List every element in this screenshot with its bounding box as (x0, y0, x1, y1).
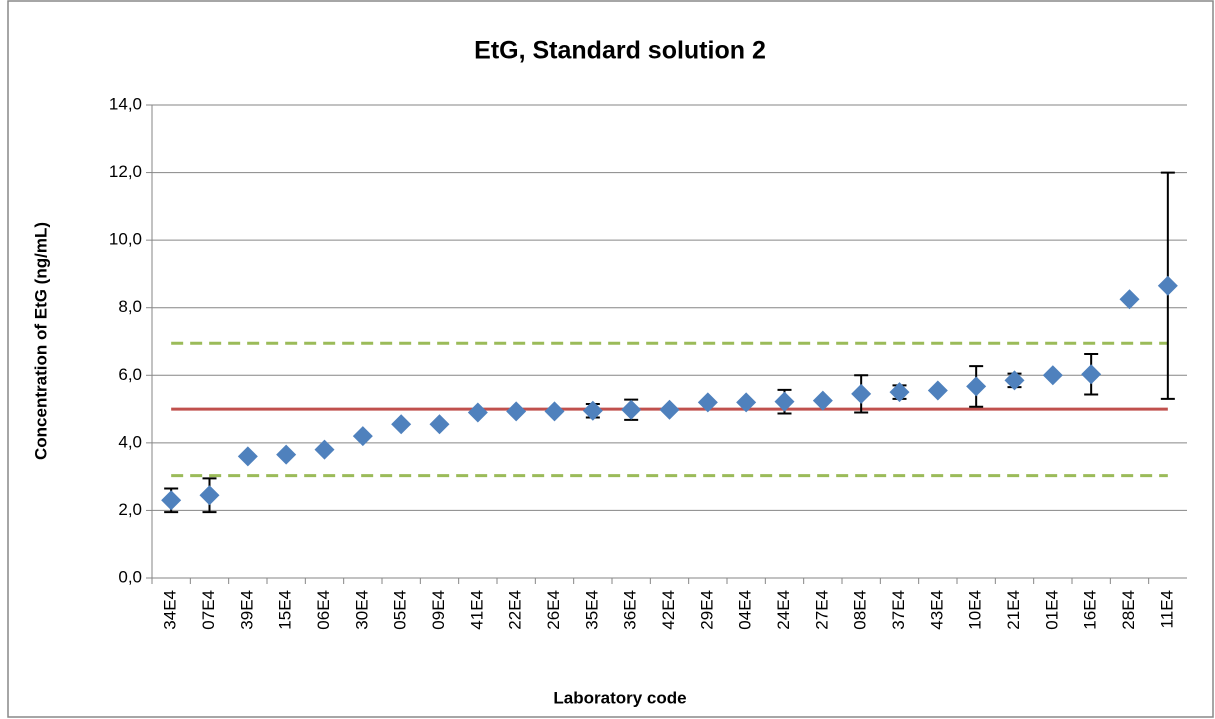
y-tick-label: 6,0 (118, 365, 142, 384)
data-point (697, 392, 718, 413)
data-point (774, 391, 795, 412)
x-tick-label: 27E4 (812, 590, 831, 630)
data-point (237, 446, 258, 467)
x-tick-label: 22E4 (506, 590, 525, 630)
x-tick-label: 10E4 (966, 590, 985, 630)
data-point (467, 402, 488, 423)
data-point (927, 380, 948, 401)
data-point (659, 399, 680, 420)
data-point (736, 392, 757, 413)
x-tick-label: 24E4 (774, 590, 793, 630)
y-tick-label: 4,0 (118, 432, 142, 451)
x-tick-label: 15E4 (276, 590, 295, 630)
y-tick-label: 12,0 (109, 162, 142, 181)
data-point (161, 490, 182, 511)
y-tick-label: 10,0 (109, 230, 142, 249)
x-tick-label: 26E4 (544, 590, 563, 630)
data-point (851, 383, 872, 404)
x-tick-label: 36E4 (621, 590, 640, 630)
x-tick-label: 30E4 (352, 590, 371, 630)
data-point (391, 414, 412, 435)
data-point (1042, 365, 1063, 386)
x-tick-label: 11E4 (1157, 590, 1176, 628)
x-tick-label: 07E4 (199, 590, 218, 630)
x-tick-label: 41E4 (467, 590, 486, 630)
data-point (1004, 370, 1025, 391)
data-point (966, 376, 987, 397)
data-point (199, 485, 220, 506)
y-axis-label: Concentration of EtG (ng/mL) (31, 222, 50, 460)
data-point (544, 401, 565, 422)
data-point (1119, 289, 1140, 310)
x-tick-label: 28E4 (1119, 590, 1138, 630)
x-tick-label: 34E4 (161, 590, 180, 630)
x-tick-label: 06E4 (314, 590, 333, 630)
data-point (276, 444, 297, 465)
chart-border (7, 0, 1214, 718)
y-tick-label: 0,0 (118, 567, 142, 586)
x-tick-label: 37E4 (889, 590, 908, 630)
y-tick-label: 2,0 (118, 500, 142, 519)
x-tick-label: 04E4 (736, 590, 755, 630)
x-tick-label: 16E4 (1081, 590, 1100, 630)
data-point (506, 401, 527, 422)
x-tick-label: 35E4 (582, 590, 601, 630)
x-tick-label: 29E4 (697, 590, 716, 630)
data-point (621, 399, 642, 420)
y-tick-label: 14,0 (109, 94, 142, 113)
x-tick-label: 21E4 (1004, 590, 1023, 630)
x-tick-label: 05E4 (391, 590, 410, 630)
data-point (812, 390, 833, 411)
data-point (582, 400, 603, 421)
x-tick-label: 39E4 (237, 590, 256, 630)
chart-title: EtG, Standard solution 2 (474, 37, 766, 65)
x-axis-label: Laboratory code (553, 688, 686, 707)
data-point (1081, 364, 1102, 385)
x-tick-label: 01E4 (1042, 590, 1061, 630)
x-tick-label: 09E4 (429, 590, 448, 630)
data-point (429, 414, 450, 435)
data-point (1157, 275, 1178, 296)
x-tick-label: 08E4 (851, 590, 870, 630)
x-tick-label: 42E4 (659, 590, 678, 630)
data-point (889, 382, 910, 403)
y-tick-label: 8,0 (118, 297, 142, 316)
x-tick-label: 43E4 (927, 590, 946, 630)
data-point (314, 439, 335, 460)
data-point (352, 426, 373, 447)
